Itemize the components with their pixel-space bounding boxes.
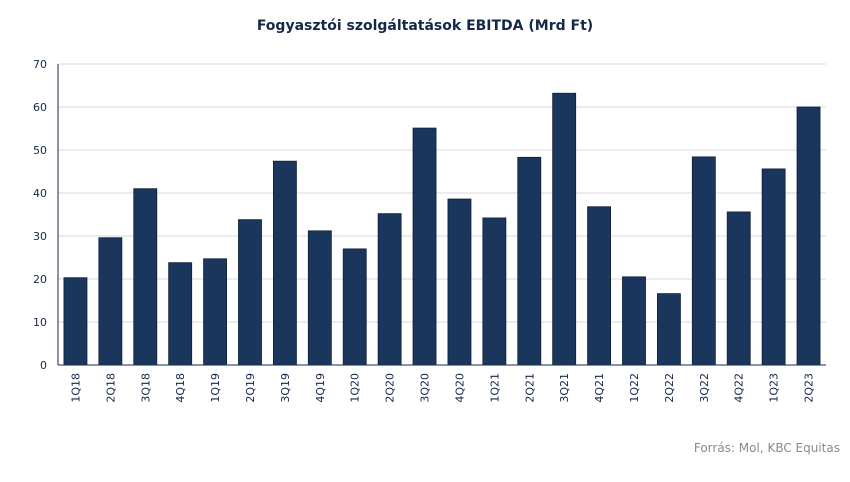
x-tick-label: 1Q21 (488, 373, 501, 403)
bar (307, 230, 332, 366)
bar (726, 211, 751, 366)
x-tick-label: 4Q21 (593, 373, 606, 403)
x-tick-label: 3Q20 (419, 373, 432, 403)
x-tick-label: 4Q18 (174, 373, 187, 403)
x-tick-label: 4Q20 (453, 373, 466, 403)
bar (63, 277, 88, 366)
x-tick-label: 3Q18 (139, 373, 152, 403)
bar (342, 248, 367, 366)
x-tick-label: 3Q19 (279, 373, 292, 403)
bar (552, 92, 577, 366)
bar (691, 156, 716, 366)
axes (57, 64, 826, 366)
x-tick-label: 2Q22 (663, 373, 676, 403)
bar (517, 156, 542, 366)
x-tick-label: 4Q22 (733, 373, 746, 403)
bar (238, 219, 262, 366)
bar (447, 198, 472, 366)
bar (622, 276, 646, 366)
bar (377, 213, 402, 366)
x-tick-label: 1Q18 (69, 373, 82, 403)
bar (272, 160, 297, 366)
y-tick-label: 0 (40, 359, 47, 372)
x-tick-label: 2Q23 (803, 373, 816, 403)
x-axis-tick-labels: 1Q18 2Q18 3Q18 4Q18 1Q19 2Q19 3Q19 4Q19 1Q20 2Q20… (69, 373, 815, 403)
y-tick-label: 20 (33, 273, 47, 286)
x-tick-label: 3Q21 (558, 373, 571, 403)
source-note: Forrás: Mol, KBC Equitas (693, 441, 840, 455)
y-tick-label: 60 (33, 101, 47, 114)
bar (796, 106, 821, 366)
x-tick-label: 2Q21 (523, 373, 536, 403)
bar (168, 262, 193, 366)
bar (587, 206, 612, 366)
x-tick-label: 4Q19 (314, 373, 327, 403)
bars (63, 92, 821, 366)
x-tick-label: 1Q22 (628, 373, 641, 403)
bar (98, 237, 123, 366)
x-tick-label: 2Q19 (244, 373, 257, 403)
bar (656, 293, 681, 366)
y-axis-tick-labels: 0 10 20 30 40 50 60 70 (33, 58, 47, 372)
y-tick-label: 10 (33, 316, 47, 329)
x-tick-label: 2Q20 (384, 373, 397, 403)
y-tick-label: 70 (33, 58, 47, 71)
y-tick-label: 50 (33, 144, 47, 157)
x-tick-label: 3Q22 (698, 373, 711, 403)
bar (761, 168, 786, 366)
x-tick-label: 1Q19 (209, 373, 222, 403)
y-tick-label: 40 (33, 187, 47, 200)
x-tick-label: 1Q20 (349, 373, 362, 403)
bar (412, 127, 437, 366)
x-tick-label: 2Q18 (104, 373, 117, 403)
bar (482, 217, 507, 366)
bar (133, 188, 158, 366)
bar (203, 258, 228, 366)
chart-title: Fogyasztói szolgáltatások EBITDA (Mrd Ft… (256, 18, 594, 34)
x-tick-label: 1Q23 (768, 373, 781, 403)
y-tick-label: 30 (33, 230, 47, 243)
